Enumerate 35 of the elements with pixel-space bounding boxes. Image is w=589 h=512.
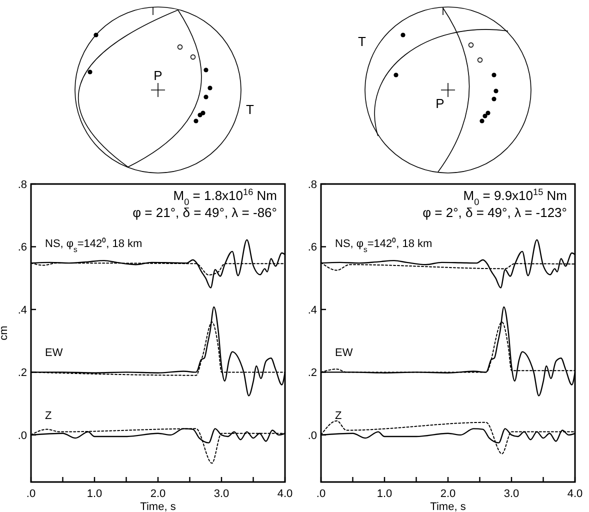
series-label: NS, φ$_{s}$=142⁰, 18 km: [335, 237, 432, 254]
x-tick-label: 1.0: [86, 488, 102, 500]
focal-sphere-diagram: P T: [74, 6, 254, 174]
y-tick-label: .4: [308, 304, 317, 316]
y-tick-label: .6: [308, 242, 317, 254]
y-tick-label: .8: [308, 179, 317, 191]
x-axis-title: Time, s: [140, 501, 176, 512]
x-tick-label: 2.0: [440, 488, 456, 500]
series-label: EW: [335, 347, 354, 360]
y-tick-label: .4: [18, 304, 27, 316]
x-tick-label: 1.0: [376, 488, 392, 500]
series-label: Z: [335, 410, 342, 422]
series-label: EW: [45, 347, 64, 360]
y-axis-title: cm: [0, 326, 10, 340]
y-tick-label: .2: [308, 367, 317, 380]
y-tick-label: .0: [18, 430, 27, 442]
x-tick-label: .0: [316, 488, 326, 500]
chart-title: M$_{0}$ = 1.8x10$^{16}$ Nm: [173, 187, 277, 207]
x-tick-label: 4.0: [567, 488, 583, 500]
x-tick-label: 3.0: [214, 488, 230, 500]
chart-title: M$_{0}$ = 9.9x10$^{15}$ Nm: [463, 187, 567, 207]
x-axis-title: Time, s: [430, 501, 466, 512]
text: φ = 21°, δ = 49°, λ = -86°: [132, 205, 277, 220]
x-tick-label: 3.0: [504, 488, 520, 500]
series-label: Z: [45, 410, 52, 422]
series-label: NS, φ$_{s}$=142⁰, 18 km: [45, 237, 142, 254]
x-tick-label: .0: [26, 488, 36, 500]
y-tick-label: .0: [308, 430, 317, 442]
text: φ = 2°, δ = 49°, λ = -123°: [422, 205, 567, 220]
y-tick-label: .8: [18, 179, 27, 191]
y-tick-label: .6: [18, 242, 27, 254]
x-tick-label: 4.0: [277, 488, 293, 500]
y-tick-label: .2: [18, 367, 27, 380]
focal-sphere-diagram: P T: [358, 6, 532, 174]
x-tick-label: 2.0: [150, 488, 166, 500]
